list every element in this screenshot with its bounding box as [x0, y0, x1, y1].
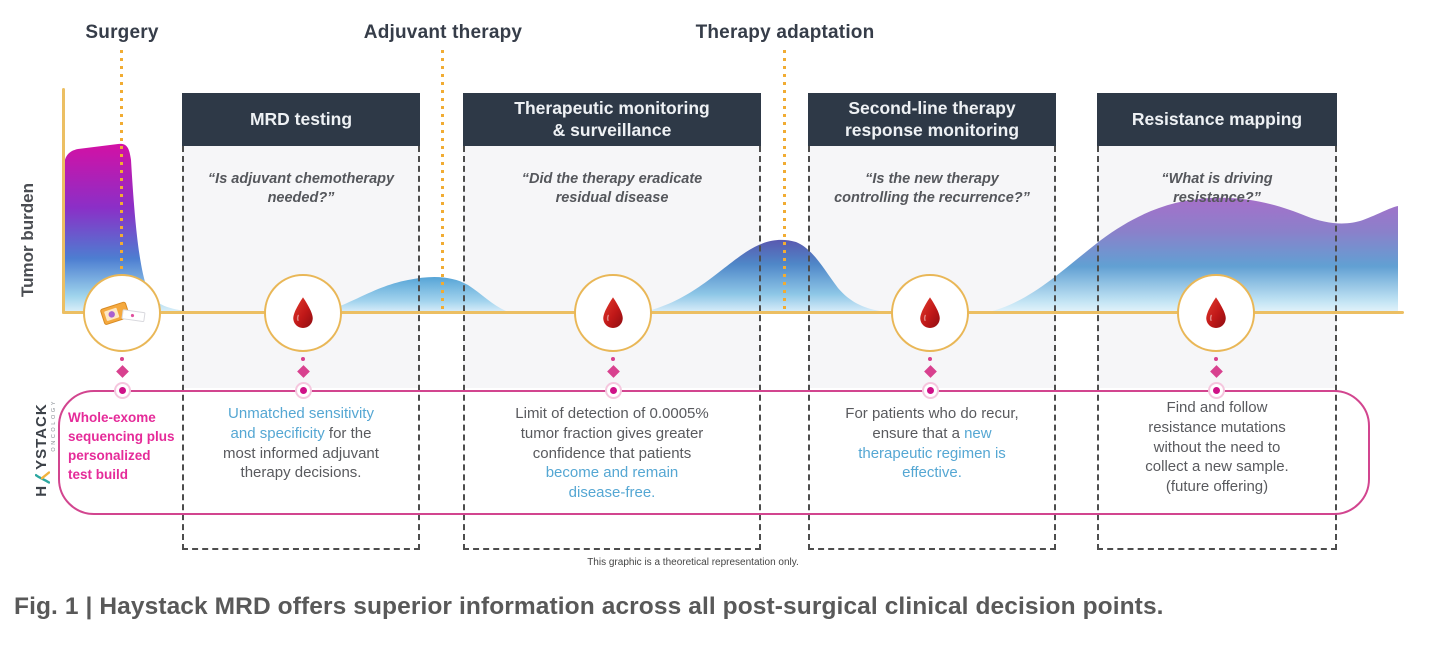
panel-header-second-line: Second-line therapy response monitoring — [808, 93, 1056, 146]
blood-drop-icon — [603, 297, 623, 328]
sample-point-monitoring — [574, 274, 652, 352]
panel-benefit: Limit of detection of 0.0005% tumor frac… — [469, 404, 755, 503]
connector-anchor-dot — [113, 381, 131, 399]
text-segment: Limit of detection of 0.0005% tumor frac… — [515, 405, 709, 462]
panel-benefit: For patients who do recur, ensure that a… — [814, 404, 1050, 483]
connector-dot — [120, 357, 124, 361]
connector-dot — [1214, 357, 1218, 361]
event-label-surgery: Surgery — [85, 22, 159, 43]
blood-drop-icon — [1206, 297, 1226, 328]
disclaimer-text: This graphic is a theoretical representa… — [587, 557, 799, 568]
panel-header-mrd-testing: MRD testing — [182, 93, 420, 146]
adjuvant-therapy-dotted-line — [441, 50, 444, 312]
panel-header-resistance-mapping: Resistance mapping — [1097, 93, 1337, 146]
text-segment: For patients who do recur, ensure that a — [845, 405, 1019, 442]
pre-panel-note: Whole-exome sequencing plus personalized… — [68, 408, 180, 485]
panel-header-therapeutic-monitoring: Therapeutic monitoring & surveillance — [463, 93, 761, 146]
haystack-band-background — [58, 390, 1370, 515]
panel-dashed-frame — [182, 146, 420, 550]
y-axis-line — [62, 88, 65, 314]
sample-point-mrd — [264, 274, 342, 352]
panel-benefit: Find and follow resistance mutations wit… — [1103, 398, 1331, 497]
text-segment: for the most informed adjuvant therapy d… — [223, 424, 379, 482]
panel-benefit: Unmatched sensitivity and specificity fo… — [188, 404, 414, 483]
text-segment: Unmatched sensitivity and specificity — [228, 405, 374, 442]
sample-point-surgery — [83, 274, 161, 352]
logo-text-h: H — [33, 484, 50, 497]
panel-dashed-frame — [1097, 146, 1337, 550]
lambda-swoosh-icon — [35, 471, 50, 484]
blood-drop-icon — [293, 297, 313, 328]
logo-subtitle: ONCOLOGY — [51, 399, 57, 452]
figure-caption: Fig. 1 | Haystack MRD offers superior in… — [14, 593, 1164, 620]
event-label-adjuvant-therapy: Adjuvant therapy — [363, 22, 523, 43]
logo-text-rest: YSTACK — [33, 403, 50, 470]
logo-wordmark: H YSTACK — [33, 403, 50, 497]
connector-dot — [928, 357, 932, 361]
text-segment: Find and follow resistance mutations wit… — [1145, 399, 1289, 496]
haystack-oncology-logo: H YSTACK ONCOLOGY — [25, 385, 65, 515]
connector-anchor-dot — [294, 381, 312, 399]
connector-dot — [611, 357, 615, 361]
text-segment: become and remain disease-free. — [545, 464, 679, 502]
panel-quote: “Did the therapy eradicate residual dise… — [521, 171, 703, 206]
event-label-therapy-adaptation: Therapy adaptation — [695, 22, 875, 43]
panel-quote: “Is adjuvant chemotherapy needed?” — [207, 171, 395, 206]
panel-quote: “What is driving resistance?” — [1161, 171, 1273, 206]
therapy-adaptation-dotted-line — [783, 50, 786, 312]
connector-dot — [301, 357, 305, 361]
text-segment: Whole-exome sequencing plus personalized… — [68, 410, 175, 483]
connector-anchor-dot — [1207, 381, 1225, 399]
sample-point-resistance — [1177, 274, 1255, 352]
panel-quote: “Is the new therapy controlling the recu… — [834, 171, 1030, 206]
connector-anchor-dot — [921, 381, 939, 399]
surgery-dotted-line — [120, 50, 123, 274]
blood-drop-icon — [920, 297, 940, 328]
text-segment: new therapeutic regimen is effective. — [858, 424, 1006, 482]
sample-point-second-line — [891, 274, 969, 352]
y-axis-label: Tumor burden — [18, 183, 37, 297]
connector-diamond — [115, 365, 129, 378]
panel-dashed-frame — [808, 146, 1056, 550]
haystack-band-border — [58, 390, 1370, 515]
panel-dashed-frame — [463, 146, 761, 550]
tissue-sample-icon — [100, 301, 146, 325]
connector-anchor-dot — [604, 381, 622, 399]
